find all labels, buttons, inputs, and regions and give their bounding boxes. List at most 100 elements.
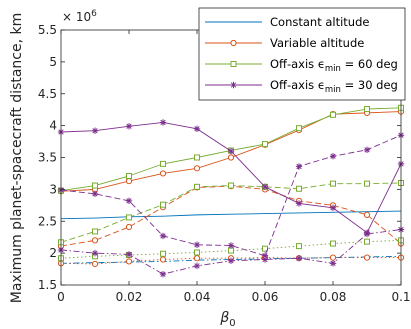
data-point: [92, 228, 98, 235]
y-axis-label: Maximum planet-spacecraft distance, km: [9, 13, 25, 304]
data-point: [363, 146, 371, 154]
legend-entry: Off-axis ϵmin = 30 deg: [205, 78, 398, 95]
series-line: [60, 134, 402, 257]
y-tick-label: 5.5: [38, 23, 57, 37]
data-point: [159, 256, 167, 263]
data-point: [227, 147, 235, 155]
data-point: [295, 255, 303, 262]
data-point: [261, 256, 269, 263]
legend-label: Off-axis ϵmin = 30 deg: [270, 78, 398, 95]
data-point: [91, 237, 99, 244]
legend-label: Off-axis ϵmin = 60 deg: [270, 57, 398, 74]
y-tick-label: 3: [49, 182, 57, 196]
data-point: [227, 154, 235, 161]
data-point: [363, 254, 371, 261]
data-point: [262, 141, 268, 148]
series-line: [60, 257, 401, 265]
legend-entry: Constant altitude: [205, 15, 369, 29]
data-point: [125, 251, 133, 258]
data-point: [296, 185, 302, 192]
legend-marker: [230, 81, 237, 89]
data-point: [329, 260, 337, 267]
data-point: [329, 254, 337, 261]
data-point: [228, 182, 234, 189]
data-point: [363, 211, 371, 218]
data-point: [296, 243, 302, 250]
data-point: [193, 165, 201, 172]
data-point: [227, 242, 235, 249]
data-point: [329, 204, 337, 212]
data-point: [91, 260, 99, 268]
data-point: [91, 190, 99, 198]
legend-entry: Off-axis ϵmin = 60 deg: [205, 57, 398, 74]
data-point: [295, 200, 303, 207]
data-point: [363, 230, 371, 238]
x-tick-label: 0.08: [320, 290, 347, 304]
data-point: [125, 197, 133, 205]
series-layer: [57, 104, 405, 278]
data-point: [193, 262, 201, 270]
data-point: [125, 123, 133, 130]
data-point: [364, 180, 370, 187]
data-point: [330, 111, 336, 118]
data-point: [126, 172, 132, 179]
y-exponent-label: × 106: [62, 9, 97, 24]
data-point: [330, 240, 336, 247]
data-point: [228, 247, 234, 254]
data-point: [227, 257, 235, 264]
data-point: [91, 249, 99, 257]
data-point: [160, 160, 166, 167]
x-tick-label: 0.06: [252, 290, 279, 304]
y-tick-label: 2.5: [38, 214, 57, 228]
series-8: [57, 119, 405, 236]
data-point: [194, 249, 200, 256]
legend-entry: Variable altitude: [205, 36, 364, 50]
y-tick-label: 4.5: [38, 87, 57, 101]
data-point: [296, 125, 302, 132]
data-point: [193, 125, 201, 133]
data-point: [160, 250, 166, 257]
x-axis-label-subscript: 0: [229, 318, 235, 329]
data-point: [159, 232, 167, 240]
x-axis-label: β0: [219, 310, 235, 329]
data-point: [330, 180, 336, 187]
y-tick-label: 2: [49, 246, 57, 260]
data-point: [364, 238, 370, 245]
data-point: [126, 214, 132, 221]
data-point: [193, 241, 201, 249]
data-point: [159, 170, 167, 177]
legend: Constant altitude Variable altitude Off-ax…: [198, 7, 406, 101]
legend-label: Variable altitude: [270, 36, 364, 50]
data-point: [295, 163, 303, 170]
x-tick-label: 0.1: [391, 290, 410, 304]
data-point: [261, 252, 269, 259]
y-tick-label: 1.5: [38, 278, 57, 292]
data-point: [92, 182, 98, 189]
data-point: [329, 153, 337, 160]
y-tick-label: 3.5: [38, 151, 57, 165]
series-line: [60, 239, 402, 259]
data-point: [261, 183, 269, 191]
data-point: [125, 177, 133, 185]
legend-marker: [230, 61, 237, 67]
data-point: [160, 201, 166, 208]
series-line: [60, 210, 402, 220]
data-point: [194, 154, 200, 161]
data-point: [194, 183, 200, 190]
legend-marker: [230, 39, 237, 47]
y-exponent-base: × 10: [62, 10, 91, 24]
data-point: [364, 106, 370, 113]
legend-label: Constant altitude: [270, 15, 369, 29]
x-tick-label: 0.04: [184, 290, 211, 304]
data-point: [193, 255, 201, 262]
data-point: [91, 127, 99, 134]
y-tick-label: 4: [49, 119, 57, 133]
y-exponent-power: 6: [91, 9, 97, 19]
series-0: [60, 210, 402, 220]
x-tick-label: 0: [57, 290, 65, 304]
data-point: [125, 223, 133, 231]
y-tick-label: 5: [49, 55, 57, 69]
data-point: [125, 258, 133, 265]
data-point: [159, 119, 167, 126]
